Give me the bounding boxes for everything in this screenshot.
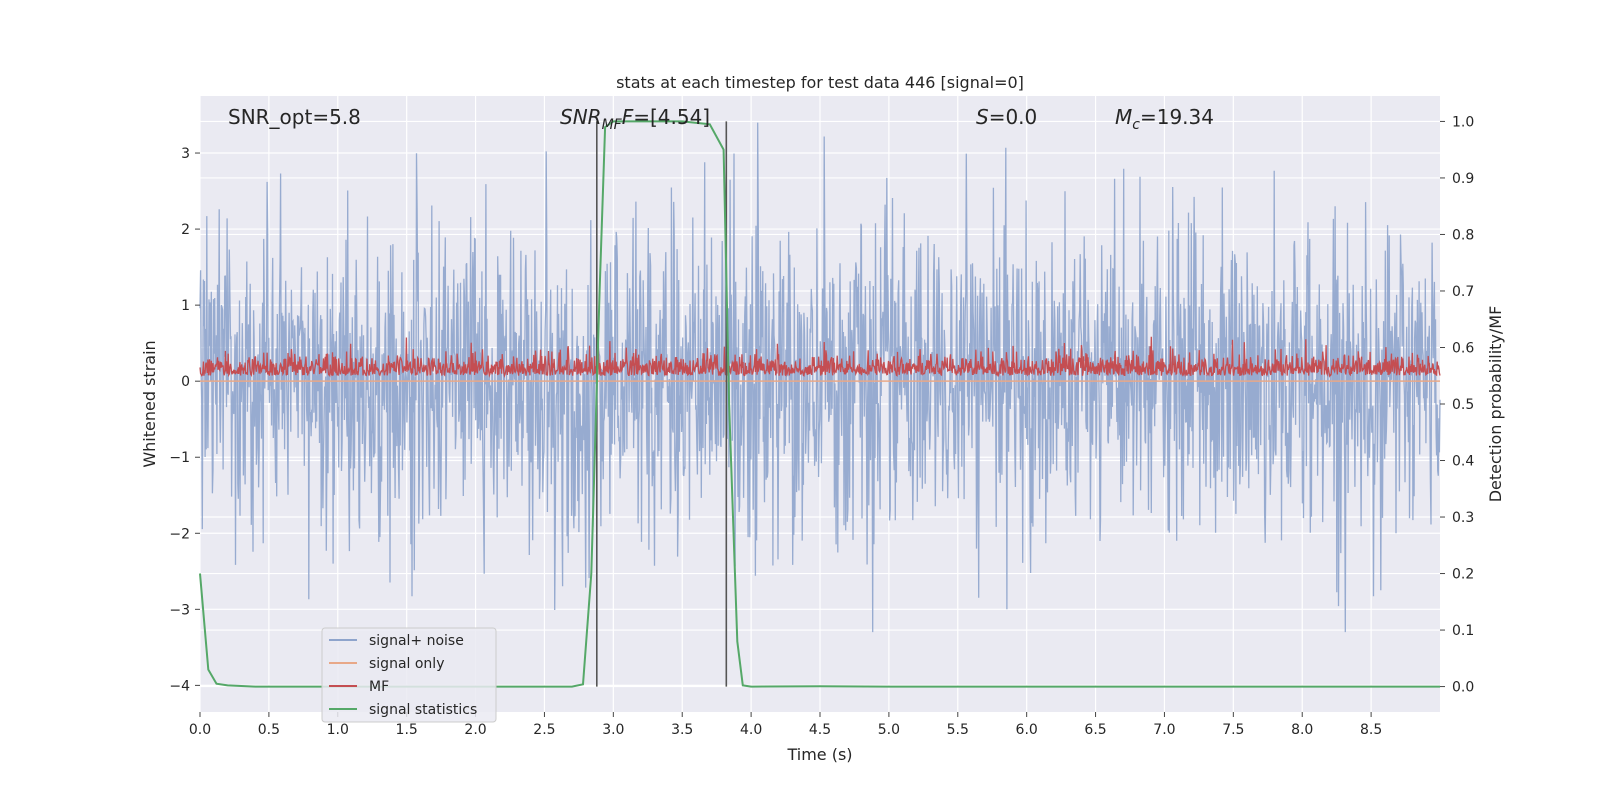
annotation-s: S=0.0	[976, 105, 1037, 129]
y2-axis-label: Detection probability/MF	[1486, 306, 1505, 503]
x-tick-label: 7.5	[1222, 722, 1244, 738]
x-tick-label: 6.0	[1016, 722, 1038, 738]
y2-tick-label: 0.5	[1452, 397, 1474, 413]
annotation-mc: Mc=19.34	[1115, 105, 1214, 133]
y-axis-ticks: 3 2 1 0 −1 −2 −3 −4	[169, 146, 200, 694]
mf-trace	[199, 336, 1441, 379]
noise-trace	[199, 122, 1441, 633]
y-tick-label: −3	[169, 602, 190, 618]
y-tick-label: 2	[181, 222, 190, 238]
x-tick-label: 1.5	[396, 722, 418, 738]
legend-label-signal-only: signal only	[369, 656, 444, 672]
x-tick-label: 5.5	[947, 722, 969, 738]
y2-tick-label: 0.0	[1452, 680, 1474, 696]
x-tick-label: 2.0	[464, 722, 486, 738]
y-axis-label: Whitened strain	[140, 340, 159, 467]
x-tick-label: 6.5	[1084, 722, 1106, 738]
y-tick-label: 1	[181, 298, 190, 314]
series-signal-statistics	[199, 120, 1440, 688]
x-tick-label: 8.0	[1291, 722, 1313, 738]
x-tick-label: 2.5	[533, 722, 555, 738]
y2-tick-label: 0.9	[1452, 171, 1474, 187]
x-tick-label: 4.0	[740, 722, 762, 738]
y-tick-label: −1	[169, 450, 190, 466]
x-axis-label: Time (s)	[786, 745, 852, 764]
legend: signal+ noise signal only MF signal stat…	[321, 627, 497, 723]
legend-box	[321, 627, 497, 723]
x-tick-label: 3.5	[671, 722, 693, 738]
y2-tick-label: 0.3	[1452, 510, 1474, 526]
x-tick-label: 7.0	[1153, 722, 1175, 738]
x-tick-label: 0.5	[258, 722, 280, 738]
y-tick-label: −2	[169, 526, 190, 542]
annotation-snr-mf: SNRMFF=[4.54]	[560, 105, 710, 133]
chart-title: stats at each timestep for test data 446…	[616, 73, 1024, 92]
x-tick-label: 8.5	[1360, 722, 1382, 738]
legend-label-signal-noise: signal+ noise	[369, 633, 464, 649]
legend-label-signal-statistics: signal statistics	[369, 702, 477, 718]
x-tick-label: 4.5	[809, 722, 831, 738]
x-axis-ticks: 0.0 0.5 1.0 1.5 2.0 2.5 3.0 3.5 4.0 4.5 5.0 5.5 6.0 6…	[189, 712, 1382, 738]
x-tick-label: 3.0	[602, 722, 624, 738]
y2-tick-label: 0.1	[1452, 623, 1474, 639]
x-tick-label: 0.0	[189, 722, 211, 738]
y2-tick-label: 0.6	[1452, 340, 1474, 356]
y2-tick-label: 1.0	[1452, 114, 1474, 130]
series-mf	[199, 336, 1441, 379]
annotation-snr-opt: SNR_opt=5.8	[228, 105, 361, 129]
y2-tick-label: 0.7	[1452, 284, 1474, 300]
y2-tick-label: 0.4	[1452, 454, 1474, 470]
x-tick-label: 5.0	[878, 722, 900, 738]
y-tick-label: 0	[181, 374, 190, 390]
y-tick-label: −4	[169, 678, 190, 694]
y2-tick-label: 0.2	[1452, 567, 1474, 583]
legend-label-mf: MF	[369, 679, 389, 695]
y2-axis-ticks: 1.0 0.9 0.8 0.7 0.6 0.5 0.4 0.3 0.2 0.1 0.0	[1440, 114, 1474, 696]
y-tick-label: 3	[181, 146, 190, 162]
y2-tick-label: 0.8	[1452, 227, 1474, 243]
x-tick-label: 1.0	[327, 722, 349, 738]
series-signal-noise	[199, 122, 1441, 633]
